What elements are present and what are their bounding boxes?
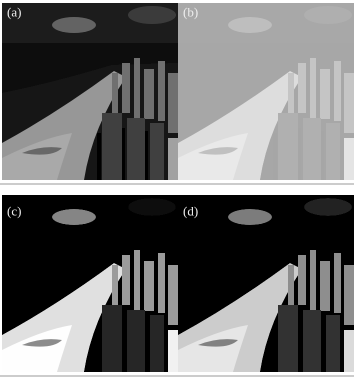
panel-b: (b) [178,3,354,180]
panel-c: (c) [2,195,178,372]
panel-a: (a) [2,3,178,180]
panel-label: (b) [183,5,198,20]
figure: (a) (b) (c) (d) [0,0,354,379]
panel-d: (d) [178,195,354,372]
panel-label: (c) [7,204,21,219]
panel-label: (a) [7,5,21,20]
panel-label: (d) [183,204,198,219]
